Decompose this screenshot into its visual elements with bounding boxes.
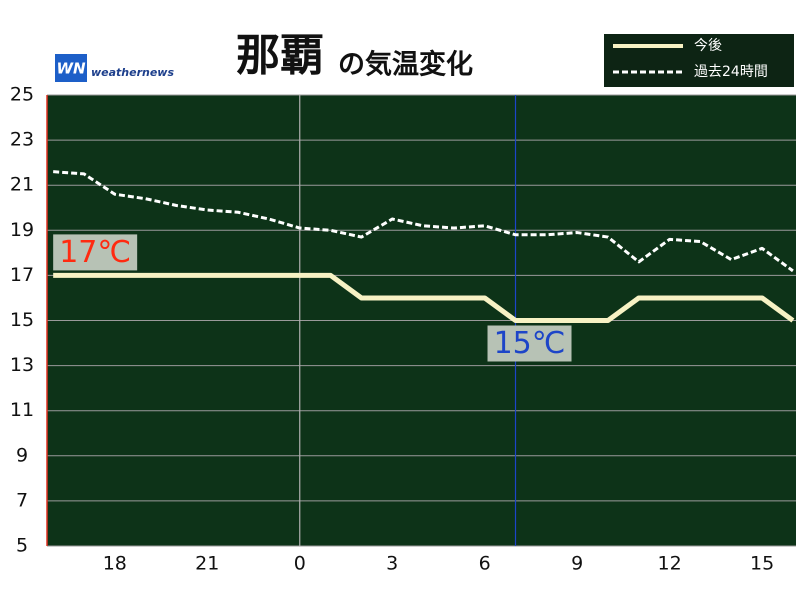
x-tick-label: 18 [103, 553, 127, 575]
y-tick-label: 9 [16, 444, 28, 466]
x-tick-label: 3 [386, 553, 398, 575]
y-tick-label: 15 [10, 309, 34, 331]
legend-label: 過去24時間 [694, 64, 768, 80]
y-tick-label: 25 [10, 84, 34, 106]
annotation-box [53, 234, 138, 271]
y-tick-label: 17 [10, 264, 34, 286]
logo: WN [56, 60, 86, 78]
x-tick-label: 15 [750, 553, 774, 575]
annotation: 17℃ [59, 235, 131, 270]
legend-box [602, 32, 796, 89]
y-tick-label: 21 [10, 174, 34, 196]
y-tick-label: 13 [10, 354, 34, 376]
series-line [53, 272, 795, 323]
x-tick-label: 21 [195, 553, 219, 575]
series-line [53, 170, 794, 273]
chart-title: 那覇 [236, 30, 324, 81]
x-tick-label: 6 [479, 553, 491, 575]
x-tick-label: 9 [571, 553, 583, 575]
y-tick-label: 7 [16, 489, 28, 511]
logo-box [55, 54, 87, 82]
chart-subtitle: の気温変化 [338, 49, 473, 81]
y-tick-label: 11 [10, 399, 34, 421]
x-tick-label: 0 [294, 553, 306, 575]
legend-label: 今後 [694, 38, 722, 54]
y-tick-label: 5 [16, 535, 28, 557]
y-tick-label: 23 [10, 129, 34, 151]
annotation-box [487, 325, 572, 362]
x-tick-label: 12 [658, 553, 682, 575]
y-tick-label: 19 [10, 219, 34, 241]
annotation: 15℃ [494, 326, 566, 361]
brand: weathernews [91, 66, 174, 79]
